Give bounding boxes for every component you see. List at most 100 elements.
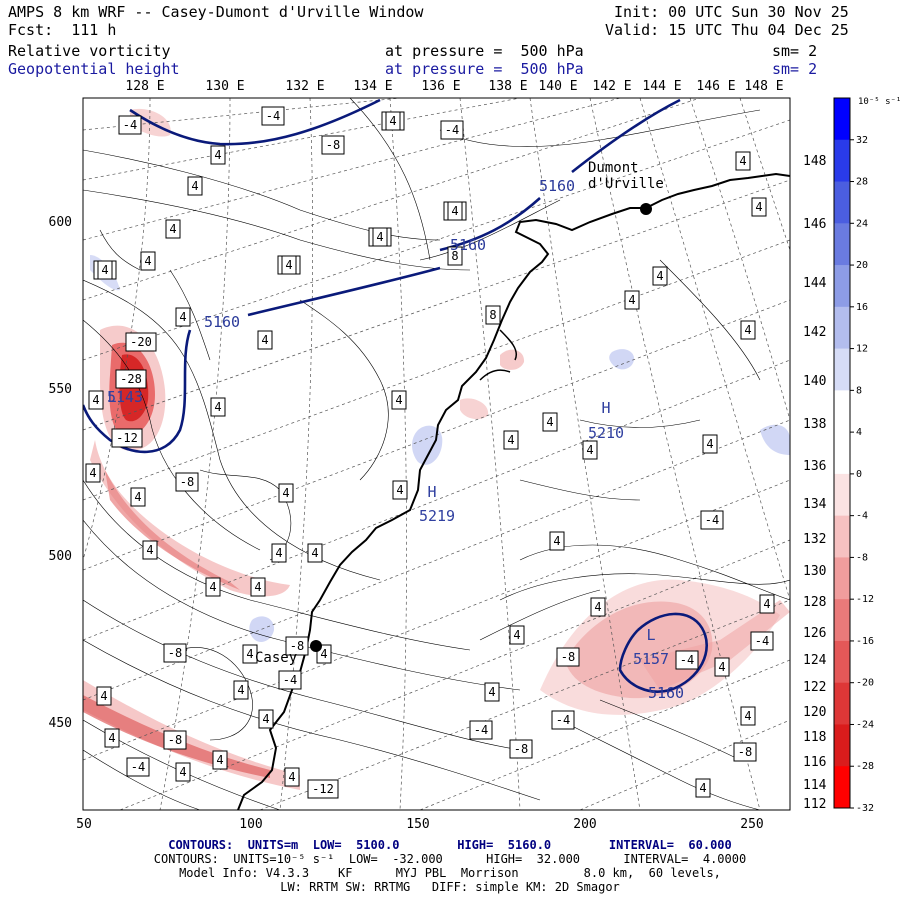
vorticity-label: 8 [447, 246, 463, 266]
colorbar-segment [834, 599, 850, 642]
colorbar-level-label: 0 [856, 469, 862, 480]
height-contour-label: 5160 [539, 177, 575, 195]
right-longitude-labels: 148 E 146 E 144 E 142 E 140 E 138 E 136 E 134 E… [803, 154, 842, 812]
y-tick-label: 500 [49, 549, 72, 564]
vorticity-label: -8 [163, 643, 187, 663]
vorticity-label: 4 [695, 778, 711, 798]
vorticity-label: -4 [118, 115, 142, 135]
vorticity-label: -4 [700, 510, 724, 530]
svg-text:4: 4 [214, 400, 221, 414]
vorticity-label: 4 [165, 219, 181, 239]
vorticity-label: 4 [140, 251, 156, 271]
right-lon-label: 118 E [803, 730, 842, 745]
vorticity-label: 4 [307, 543, 323, 563]
vorticity-label: 4 [740, 706, 756, 726]
colorbar-segment [834, 766, 850, 809]
height-contour-label: 5160 [450, 236, 486, 254]
svg-text:4: 4 [209, 580, 216, 594]
right-lon-label: 146 E [803, 217, 842, 232]
vorticity-label: 4 [549, 531, 565, 551]
colorbar-level-label: 4 [856, 427, 862, 438]
vorticity-label: 4 [233, 680, 249, 700]
vorticity-label: -8 [556, 647, 580, 667]
svg-text:L: L [107, 388, 116, 406]
colorbar: 32 28 24 20 16 12 8 4 0 -4 -8 -12 -16 -20 -24 -28 -32 [833, 97, 874, 814]
vorticity-label: -4 [469, 720, 493, 740]
height-labels: 5160 5160 5160 5160 [204, 177, 684, 702]
footer-physics-info: LW: RRTM SW: RRTMG DIFF: simple KM: 2D S… [280, 880, 620, 894]
vorticity-label: 4 [210, 145, 226, 165]
colorbar-frame [833, 97, 851, 809]
top-lon-label: 140 E [538, 79, 577, 94]
colorbar-segment [834, 390, 850, 433]
vorticity-label: 4 [751, 197, 767, 217]
svg-text:4: 4 [718, 660, 725, 674]
right-lon-label: 114 E [803, 778, 842, 793]
svg-text:-4: -4 [445, 123, 459, 137]
right-lon-label: 130 E [803, 564, 842, 579]
vorticity-label: 4 [250, 577, 266, 597]
svg-text:4: 4 [739, 154, 746, 168]
vorticity-label: 4 [542, 412, 558, 432]
vorticity-label: 8 [485, 305, 501, 325]
svg-text:-4: -4 [705, 513, 719, 527]
svg-text:-4: -4 [131, 760, 145, 774]
svg-text:L: L [646, 626, 655, 644]
vorticity-label: -4 [126, 757, 150, 777]
svg-text:-8: -8 [290, 639, 304, 653]
vorticity-label: -20 [125, 332, 157, 352]
right-lon-label: 144 E [803, 276, 842, 291]
svg-text:8: 8 [489, 308, 496, 322]
svg-text:4: 4 [507, 433, 514, 447]
right-lon-label: 132 E [803, 532, 842, 547]
svg-text:5157: 5157 [633, 650, 669, 668]
vorticity-label: 4 [142, 540, 158, 560]
field1-level: at pressure = 500 hPa [385, 42, 584, 60]
colorbar-segment [834, 557, 850, 600]
vorticity-label: 4 [740, 320, 756, 340]
vorticity-label: 4 [735, 151, 751, 171]
top-lon-label: 138 E [488, 79, 527, 94]
vorticity-label: 4 [714, 657, 730, 677]
svg-text:4: 4 [254, 580, 261, 594]
vorticity-label: 4 [96, 686, 112, 706]
svg-text:4: 4 [191, 179, 198, 193]
svg-text:-8: -8 [168, 733, 182, 747]
svg-text:4: 4 [169, 222, 176, 236]
vorticity-labels: -8 -4 -4 -4 4 4 4 4 -4 4 -4 4 -4 4 4 -4 4 4 4 8 4 4 4 4 4 -20 -28 -… [85, 106, 775, 799]
pressure-center-high: H 5210 [588, 399, 624, 442]
right-lon-label: 126 E [803, 626, 842, 641]
colorbar-segment [834, 682, 850, 725]
height-contour-label: 5160 [648, 684, 684, 702]
colorbar-level-label: -8 [856, 552, 868, 563]
vorticity-label: 4 [205, 577, 221, 597]
field1-smoothing: sm= 2 [772, 42, 818, 60]
vorticity-label: 4 [97, 260, 113, 280]
vorticity-label: 4 [187, 176, 203, 196]
svg-text:4: 4 [214, 148, 221, 162]
top-lon-label: 142 E [592, 79, 631, 94]
right-lon-label: 142 E [803, 325, 842, 340]
vorticity-label: 4 [242, 644, 258, 664]
y-tick-label: 600 [49, 215, 72, 230]
vorticity-label: 4 [278, 483, 294, 503]
colorbar-level-label: 16 [856, 302, 868, 313]
right-lon-label: 112 E [803, 797, 842, 812]
vorticity-label: 4 [104, 728, 120, 748]
y-axis-ticks: 600 550 500 450 [49, 215, 72, 731]
vorticity-label: -8 [509, 739, 533, 759]
right-lon-label: 124 E [803, 653, 842, 668]
svg-text:4: 4 [320, 647, 327, 661]
svg-text:-4: -4 [266, 109, 280, 123]
svg-text:-8: -8 [168, 646, 182, 660]
svg-text:4: 4 [755, 200, 762, 214]
svg-text:4: 4 [101, 263, 108, 277]
colorbar-level-label: 28 [856, 177, 868, 188]
top-longitude-labels: 128 E 130 E 132 E 134 E 136 E 138 E 140 E 142 E… [125, 79, 783, 94]
height-contour-label: 5160 [204, 313, 240, 331]
field2-level: at pressure = 500 hPa [385, 60, 584, 78]
vorticity-label: 4 [257, 330, 273, 350]
svg-text:4: 4 [656, 269, 663, 283]
vorticity-label: -8 [175, 472, 199, 492]
